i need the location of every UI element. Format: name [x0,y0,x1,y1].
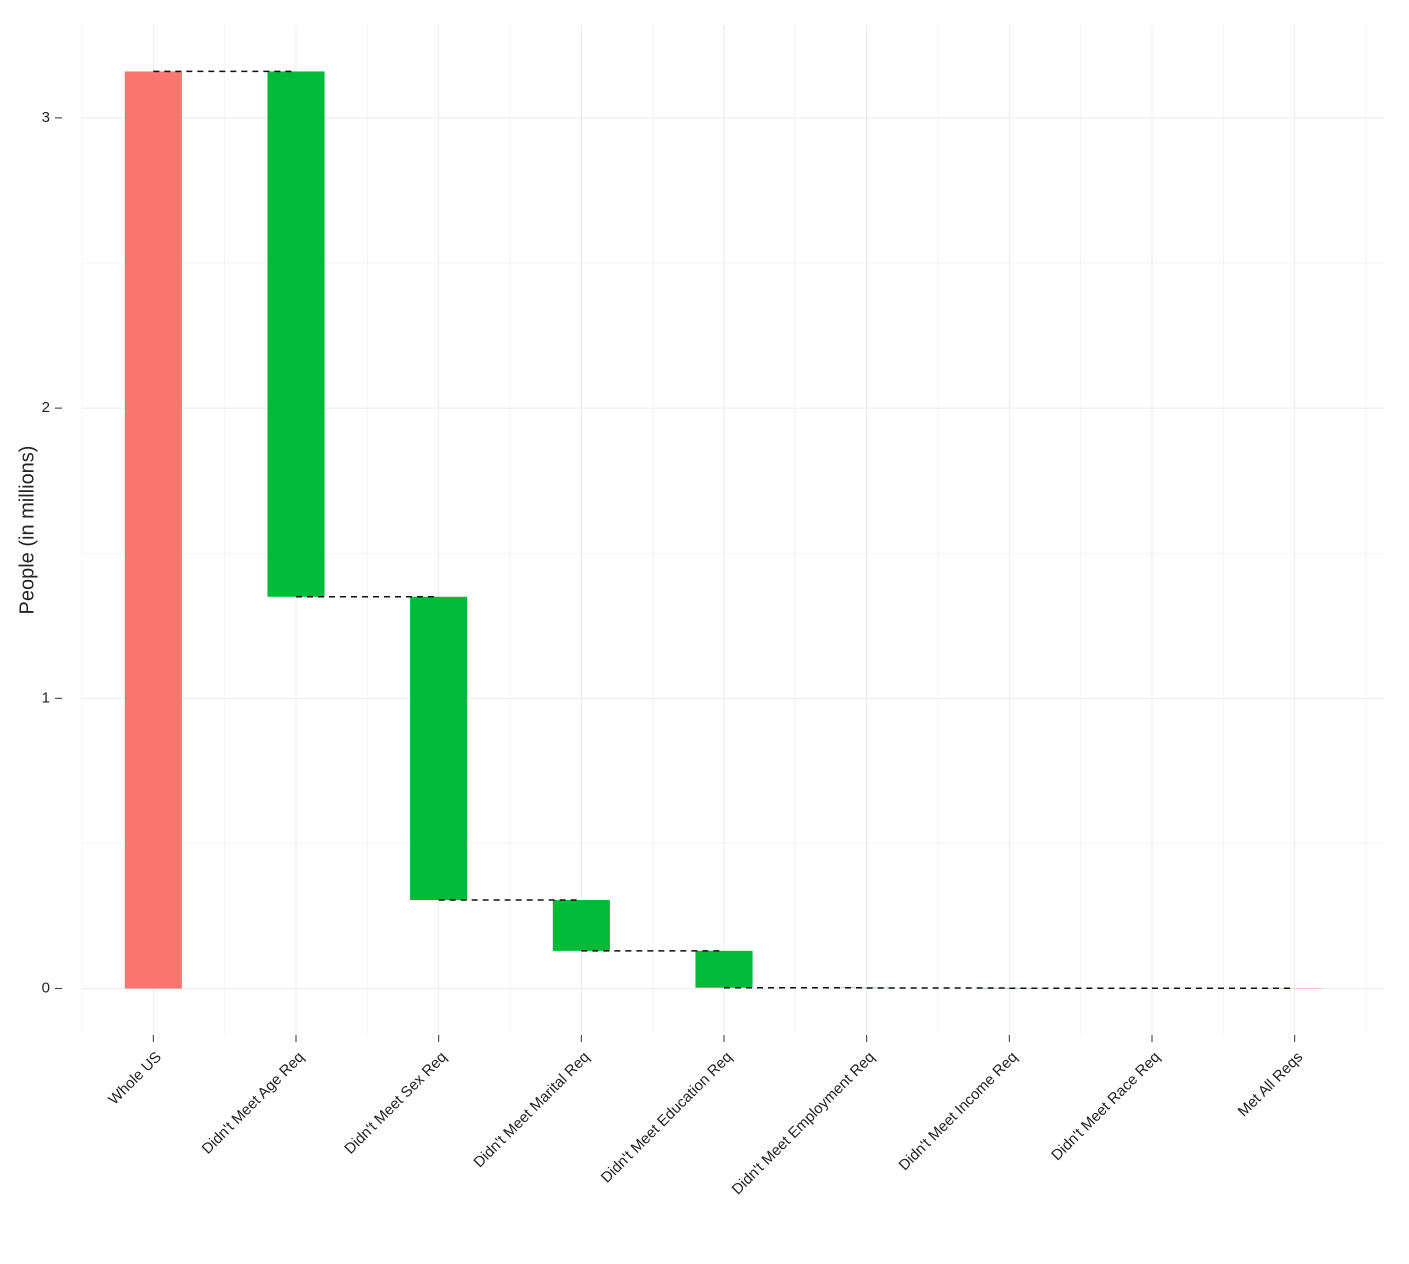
x-tick-label: Didn't Meet Income Req [896,1049,1021,1174]
bar [695,951,752,988]
y-tick-label: 1 [42,689,50,706]
bar [267,71,324,596]
y-axis-label: People (in millions) [16,446,38,615]
bar [553,900,610,951]
x-tick-label: Didn't Meet Age Req [199,1049,308,1158]
bar [410,597,467,900]
x-tick-label: Didn't Meet Marital Req [470,1049,593,1172]
x-tick-label: Whole US [105,1049,165,1109]
x-tick-label: Didn't Meet Education Req [598,1049,736,1187]
x-tick-label: Didn't Meet Sex Req [341,1049,450,1158]
bar [125,71,182,988]
x-tick-label: Didn't Meet Race Req [1048,1049,1163,1164]
y-tick-label: 0 [42,980,50,997]
x-tick-label: Didn't Meet Employment Req [729,1049,879,1199]
y-tick-label: 2 [42,399,50,416]
x-tick-label: Met All Reqs [1235,1049,1307,1121]
y-tick-label: 3 [42,109,50,126]
